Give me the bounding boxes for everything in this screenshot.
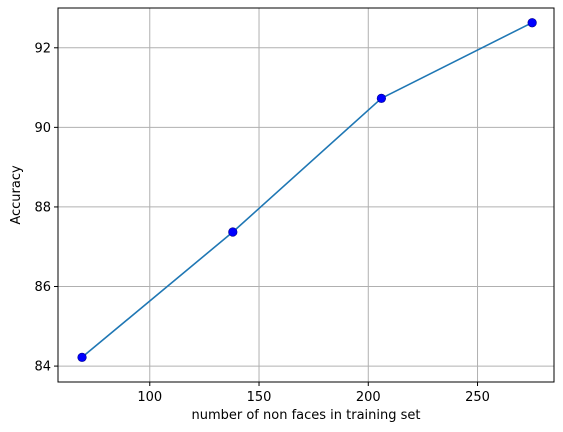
data-point (528, 18, 537, 27)
tick-layer: 100 150 200 250 84 86 88 90 92 (34, 41, 489, 405)
data-point (78, 353, 87, 362)
x-tick-label: 150 (247, 390, 272, 405)
grid-layer (58, 8, 554, 382)
y-tick-label: 84 (34, 360, 51, 375)
y-tick-label: 86 (34, 280, 51, 295)
data-point (229, 228, 238, 237)
y-axis-label: Accuracy (9, 165, 24, 225)
y-tick-label: 90 (34, 121, 51, 136)
x-tick-label: 250 (465, 390, 490, 405)
x-tick-label: 100 (137, 390, 162, 405)
plot-frame (58, 8, 554, 382)
y-tick-label: 88 (34, 200, 51, 215)
series-points-layer (78, 18, 537, 361)
data-point (377, 94, 386, 103)
x-tick-label: 200 (356, 390, 381, 405)
y-tick-label: 92 (34, 41, 51, 56)
x-axis-label: number of non faces in training set (191, 408, 420, 423)
